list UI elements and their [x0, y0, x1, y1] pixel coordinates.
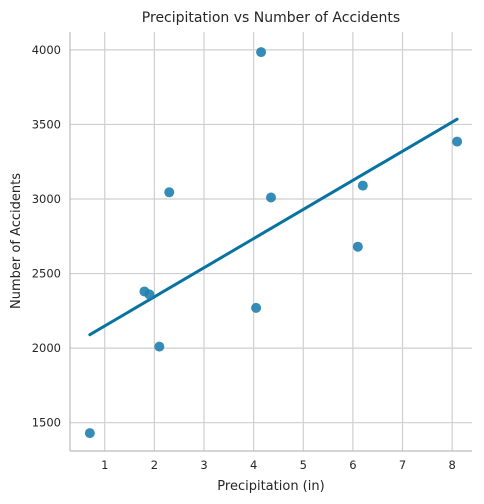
data-point-3 [154, 341, 165, 352]
x-tick-label: 6 [349, 458, 356, 472]
data-point-0 [84, 428, 95, 439]
y-tick-label: 2000 [32, 341, 61, 355]
y-tick-label: 3500 [32, 117, 61, 131]
data-point-5 [251, 302, 262, 313]
y-tick-label: 4000 [32, 43, 61, 57]
y-tick-label: 1500 [32, 416, 61, 430]
x-axis-label: Precipitation (in) [217, 479, 324, 494]
x-tick-label: 8 [448, 458, 455, 472]
axis-spines [69, 32, 472, 452]
tick-labels: 1 2 3 4 5 6 7 8 1500 2000 2500 3000 3500 4000 [32, 43, 456, 472]
grid-layer [70, 32, 472, 451]
data-point-9 [357, 180, 368, 191]
y-axis-label: Number of Accidents [9, 173, 24, 309]
x-tick-label: 4 [250, 458, 257, 472]
x-tick-label: 1 [101, 458, 108, 472]
data-point-4 [164, 187, 175, 198]
x-tick-label: 2 [151, 458, 158, 472]
data-points [84, 47, 463, 439]
y-tick-label: 3000 [32, 192, 61, 206]
y-tick-label: 2500 [32, 267, 61, 281]
x-tick-label: 7 [399, 458, 406, 472]
data-point-2 [144, 289, 155, 300]
data-point-8 [352, 241, 363, 252]
x-tick-label: 3 [200, 458, 207, 472]
data-point-10 [452, 136, 463, 147]
data-point-6 [256, 47, 267, 58]
chart-title: Precipitation vs Number of Accidents [142, 10, 400, 26]
x-tick-label: 5 [300, 458, 307, 472]
data-point-7 [266, 192, 276, 203]
